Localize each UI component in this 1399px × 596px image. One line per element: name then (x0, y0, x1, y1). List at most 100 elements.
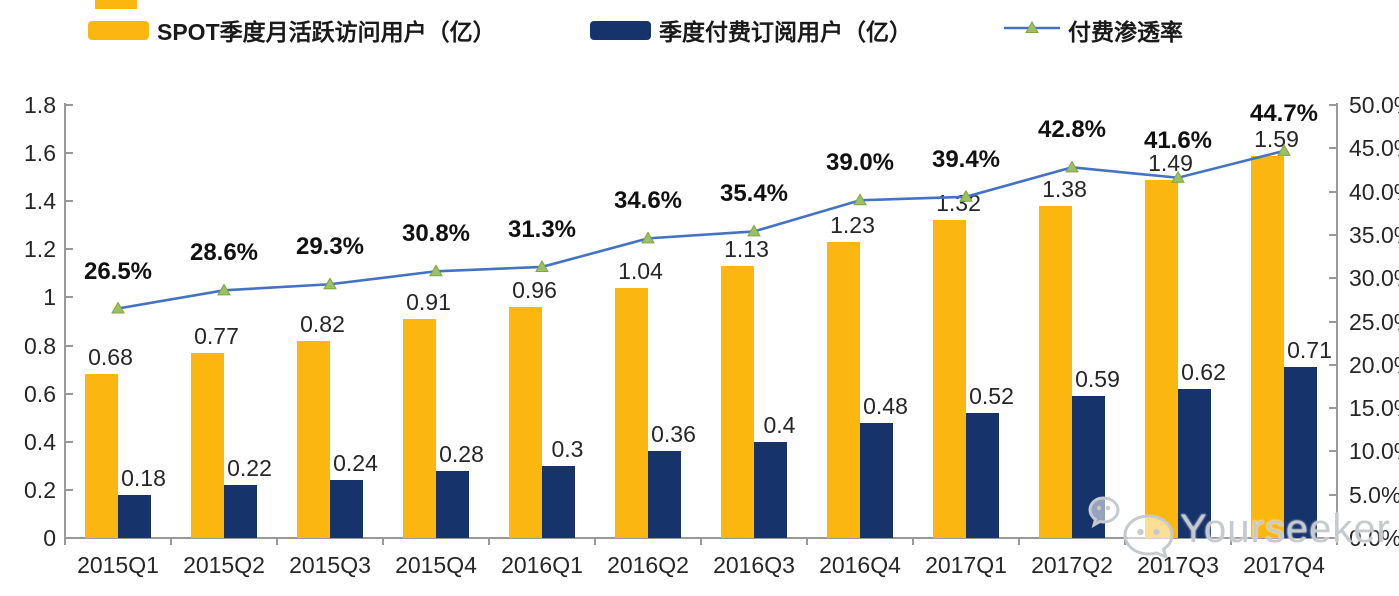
x-axis-tick (594, 538, 596, 545)
label-penetration-2015Q2: 28.6% (189, 239, 259, 267)
x-axis-tick (806, 538, 808, 545)
y-right-tick-label: 15.0% (1349, 395, 1399, 422)
y-right-tick (1329, 493, 1337, 496)
wechat-icon (1088, 496, 1176, 563)
y-left-tick-label: 0.6 (24, 380, 56, 407)
label-subscribers-2015Q1: 0.18 (121, 464, 166, 491)
y-right-tick (1329, 407, 1337, 410)
label-subscribers-2016Q1: 0.3 (551, 435, 584, 462)
label-subscribers-2015Q4: 0.28 (439, 440, 484, 467)
bar-subscribers-2015Q2 (224, 485, 257, 538)
x-axis-label: 2017Q1 (925, 552, 1007, 578)
bar-mau-2015Q1 (85, 374, 118, 538)
legend-item-subscribers: 季度付费订阅用户（亿） (590, 17, 912, 45)
legend-label-subscribers: 季度付费订阅用户（亿） (659, 19, 912, 45)
y-right-tick (1329, 537, 1337, 539)
y-left-tick (65, 537, 73, 539)
y-left-tick-label: 0 (43, 525, 56, 551)
label-subscribers-2017Q3: 0.62 (1181, 358, 1226, 385)
label-penetration-2017Q1: 39.4% (931, 145, 1001, 173)
label-mau-2016Q1: 0.96 (512, 277, 557, 304)
watermark: Yourseeker (1088, 496, 1391, 563)
label-subscribers-2017Q4: 0.71 (1287, 337, 1332, 364)
y-left-tick (65, 392, 73, 395)
legend-label-mau: SPOT季度月活跃访问用户（亿） (157, 19, 496, 45)
bar-mau-2016Q4 (827, 242, 860, 538)
y-right-tick (1329, 277, 1337, 280)
label-penetration-2016Q4: 39.0% (825, 149, 895, 177)
x-axis-tick (64, 538, 66, 545)
x-axis-tick (170, 538, 172, 545)
x-axis-tick (276, 538, 278, 545)
label-subscribers-2017Q1: 0.52 (969, 382, 1014, 409)
bar-mau-2015Q2 (191, 352, 224, 538)
label-penetration-2015Q1: 26.5% (83, 257, 153, 285)
label-penetration-2016Q2: 34.6% (613, 187, 683, 215)
y-right-tick-label: 35.0% (1349, 221, 1399, 248)
label-subscribers-2016Q4: 0.48 (863, 392, 908, 419)
y-axis-right-line (1336, 103, 1338, 538)
legend-swatch-yellow (88, 20, 149, 40)
bar-subscribers-2016Q4 (860, 422, 893, 538)
y-right-tick-label: 25.0% (1349, 308, 1399, 335)
x-axis-tick (382, 538, 384, 545)
label-penetration-2015Q3: 29.3% (295, 233, 365, 261)
legend-item-penetration: 付费渗透率 (1004, 17, 1183, 45)
bar-subscribers-2015Q1 (118, 494, 151, 538)
bar-subscribers-2017Q3 (1178, 388, 1211, 538)
x-axis-label: 2016Q4 (819, 552, 901, 578)
label-subscribers-2015Q2: 0.22 (227, 455, 272, 482)
y-left-tick-label: 1 (43, 284, 56, 311)
y-left-tick (65, 344, 73, 347)
x-axis-label: 2015Q4 (395, 552, 477, 578)
x-axis-tick (1018, 538, 1020, 545)
y-right-tick-label: 0.0% (1349, 525, 1399, 551)
y-left-tick-label: 1.6 (24, 140, 56, 167)
y-left-tick (65, 104, 73, 106)
bar-mau-2015Q3 (297, 340, 330, 538)
x-axis-label: 2016Q3 (713, 552, 795, 578)
x-axis-tick (912, 538, 914, 545)
y-left-tick-label: 1.2 (24, 236, 56, 263)
label-subscribers-2016Q2: 0.36 (651, 421, 696, 448)
label-mau-2017Q1: 1.32 (936, 190, 981, 217)
y-right-tick-label: 45.0% (1349, 135, 1399, 162)
bar-mau-2017Q1 (933, 220, 966, 538)
x-axis-tick (488, 538, 490, 545)
x-axis-label: 2017Q3 (1137, 552, 1219, 578)
label-subscribers-2015Q3: 0.24 (333, 450, 378, 477)
y-right-tick (1329, 320, 1337, 323)
y-right-tick-label: 40.0% (1349, 178, 1399, 205)
bar-mau-2015Q4 (403, 319, 436, 538)
x-axis-label: 2015Q1 (77, 552, 159, 578)
label-mau-2017Q4: 1.59 (1254, 125, 1299, 152)
label-mau-2017Q2: 1.38 (1042, 176, 1087, 203)
y-left-tick (65, 440, 73, 443)
x-axis-label: 2016Q1 (501, 552, 583, 578)
label-penetration-2017Q3: 41.6% (1143, 126, 1213, 154)
bar-subscribers-2017Q1 (966, 412, 999, 538)
y-right-tick (1329, 450, 1337, 453)
y-axis-left-line (64, 103, 66, 538)
x-axis-tick (1336, 538, 1338, 545)
x-axis-tick (700, 538, 702, 545)
y-right-tick-label: 10.0% (1349, 438, 1399, 465)
y-left-tick (65, 296, 73, 299)
x-axis-label: 2017Q2 (1031, 552, 1113, 578)
x-axis-label: 2015Q3 (289, 552, 371, 578)
label-mau-2015Q2: 0.77 (194, 322, 239, 349)
label-mau-2016Q2: 1.04 (618, 257, 663, 284)
bar-subscribers-2015Q4 (436, 470, 469, 538)
y-left-tick (65, 488, 73, 491)
label-penetration-2017Q2: 42.8% (1037, 116, 1107, 144)
label-mau-2016Q4: 1.23 (830, 212, 875, 239)
label-subscribers-2017Q2: 0.59 (1075, 366, 1120, 393)
x-axis-label: 2016Q2 (607, 552, 689, 578)
x-axis-tick (1230, 538, 1232, 545)
y-left-tick-label: 1.8 (24, 92, 56, 118)
bar-subscribers-2016Q2 (648, 451, 681, 538)
y-right-tick (1329, 190, 1337, 193)
legend-label-penetration: 付费渗透率 (1068, 19, 1183, 45)
label-penetration-2015Q4: 30.8% (401, 220, 471, 248)
